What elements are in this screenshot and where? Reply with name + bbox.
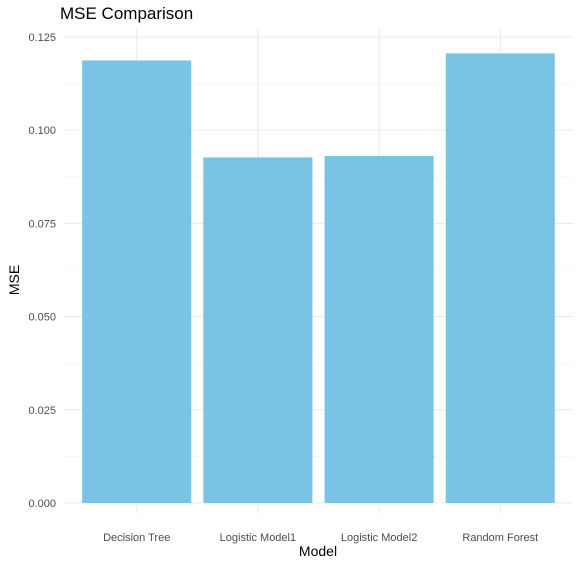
bar-random-forest [445,53,555,503]
y-tick-label: 0.025 [28,405,56,417]
bar-decision-tree [82,60,192,504]
x-tick-label: Random Forest [462,532,538,544]
chart-title: MSE Comparison [60,4,194,23]
y-tick-label: 0.000 [28,498,56,510]
bar-logistic-model2 [324,155,434,503]
x-tick-label: Logistic Model1 [220,532,296,544]
y-tick-label: 0.125 [28,32,56,44]
y-tick-label: 0.100 [28,125,56,137]
y-tick-label: 0.050 [28,312,56,324]
bar-logistic-model1 [203,157,313,503]
y-tick-label: 0.075 [28,218,56,230]
y-axis-title: MSE [6,264,22,296]
x-tick-label: Logistic Model2 [341,532,417,544]
x-tick-label: Decision Tree [103,532,170,544]
x-axis-title: Model [298,543,338,559]
